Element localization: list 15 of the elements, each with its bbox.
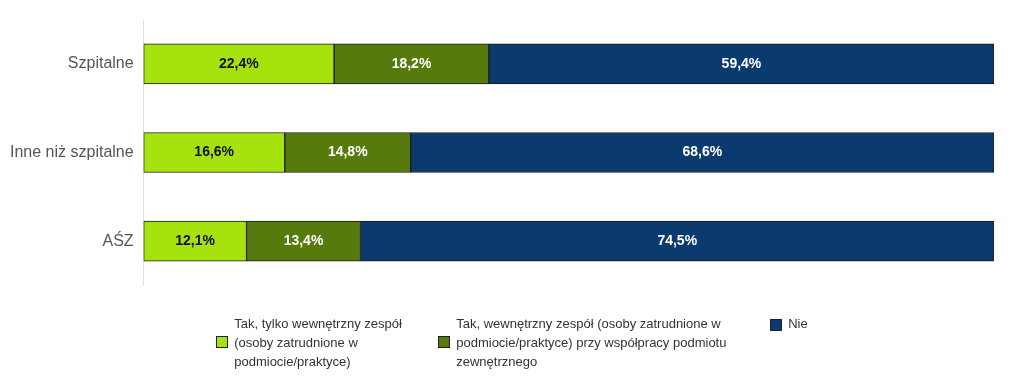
y-tick-label: Szpitalne <box>67 54 134 72</box>
legend-label: Nie <box>788 315 808 333</box>
data-label: 13,4% <box>283 231 324 248</box>
data-label: 18,2% <box>391 54 432 71</box>
data-label: 68,6% <box>682 143 723 160</box>
legend-label: Tak, tylko wewnętrzny zespół (osoby zatrudnione w podmiocie/praktyce) <box>234 315 403 371</box>
y-tick-label: AŚZ <box>102 230 134 249</box>
data-label: 16,6% <box>194 143 235 160</box>
data-label: 14,8% <box>327 143 369 160</box>
legend-label: Tak, wewnętrzny zespół (osoby zatrudnione w podmiocie/praktyce) przy współpracy podmiotu zewnętrznego <box>456 315 728 371</box>
data-label: 12,1% <box>175 231 216 248</box>
data-label: 59,4% <box>721 54 762 71</box>
y-tick-label: Inne niż szpitalne <box>9 142 134 160</box>
data-label: 74,5% <box>657 231 698 248</box>
data-label: 22,4% <box>219 54 260 71</box>
